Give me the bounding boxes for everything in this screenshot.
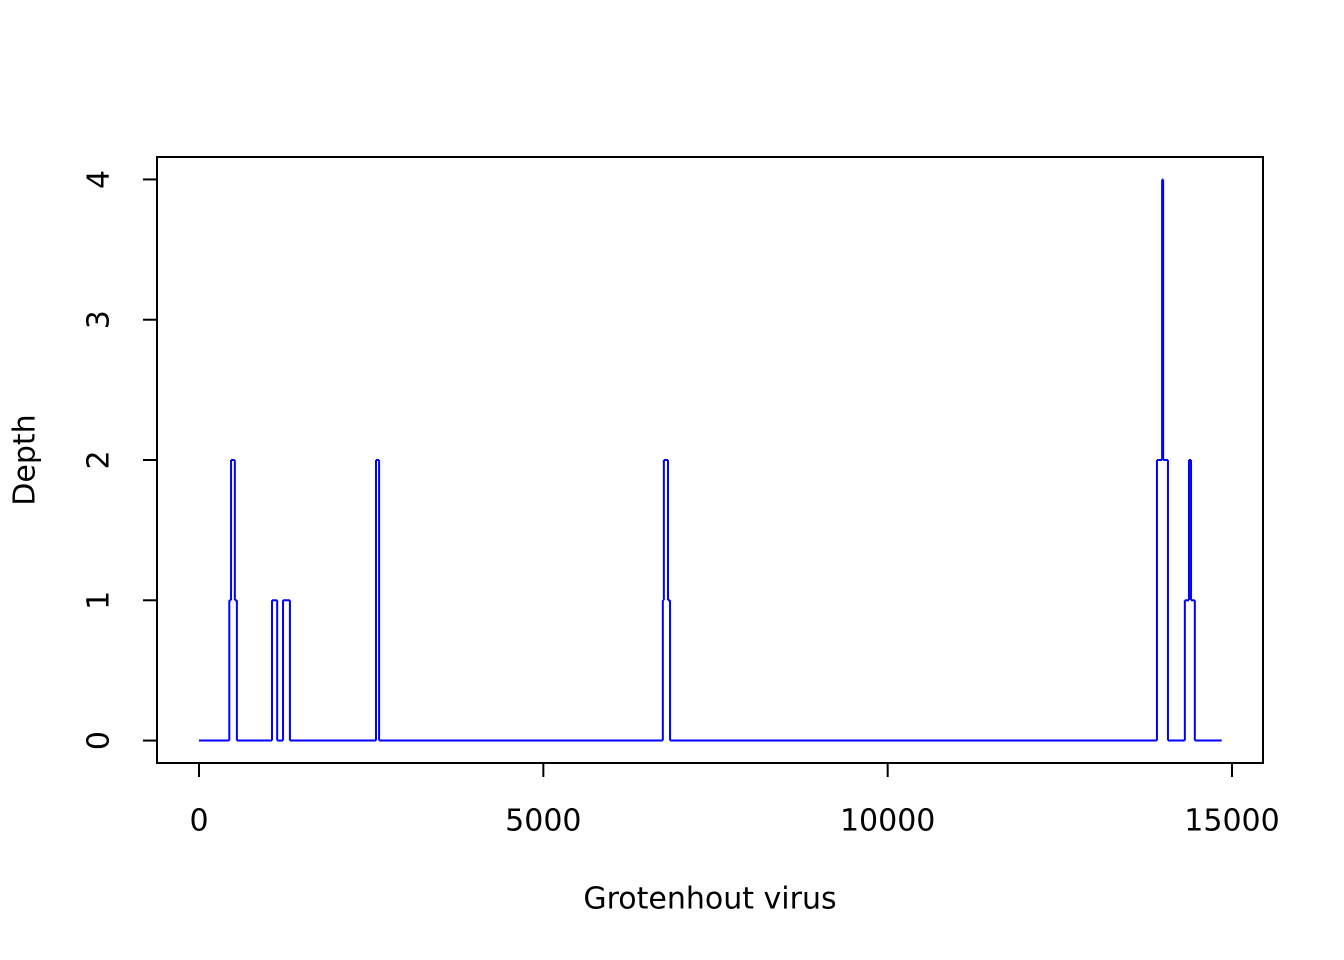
y-tick-label: 0 (82, 731, 117, 750)
y-tick-label: 3 (82, 310, 117, 329)
x-axis-label: Grotenhout virus (583, 882, 836, 917)
y-tick-label: 4 (82, 170, 117, 189)
y-tick-label: 2 (82, 450, 117, 469)
x-tick-label: 10000 (840, 804, 935, 839)
x-tick-label: 5000 (505, 804, 581, 839)
x-tick-label: 15000 (1184, 804, 1279, 839)
plot-box (156, 156, 1264, 764)
y-tick-label: 1 (82, 591, 117, 610)
y-axis-label: Depth (8, 414, 43, 505)
x-tick-label: 0 (189, 804, 208, 839)
